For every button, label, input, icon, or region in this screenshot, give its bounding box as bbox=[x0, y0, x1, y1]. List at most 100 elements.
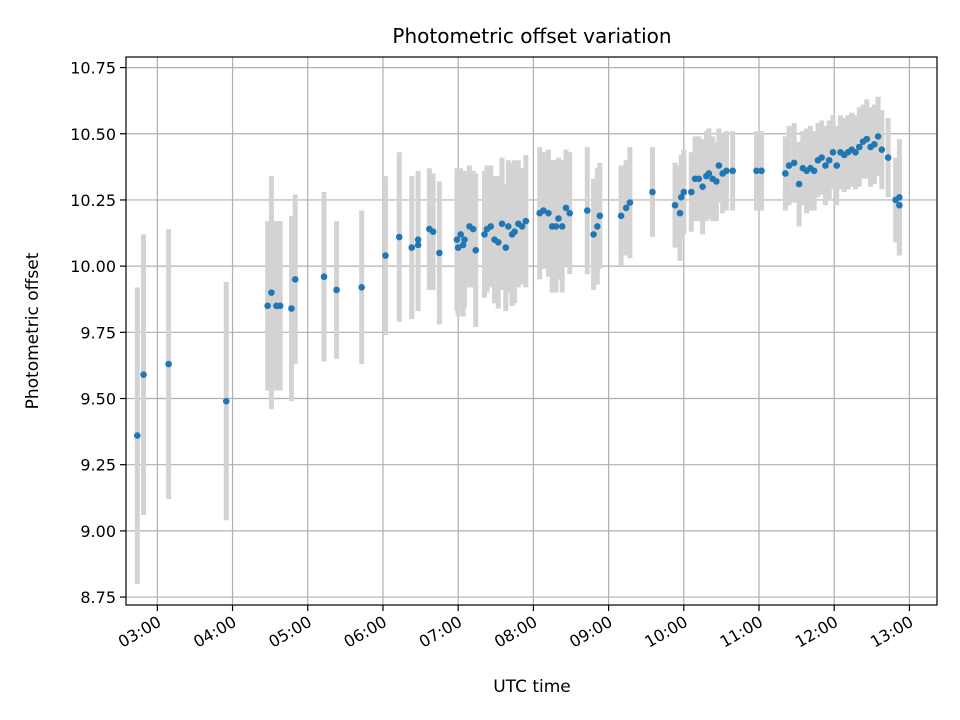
data-point bbox=[753, 167, 760, 175]
data-point bbox=[785, 162, 793, 169]
y-tick-label: 10.75 bbox=[70, 59, 116, 78]
data-point bbox=[715, 162, 723, 169]
data-point bbox=[459, 241, 467, 249]
data-point bbox=[555, 215, 562, 222]
data-point bbox=[622, 204, 630, 212]
data-point bbox=[498, 220, 506, 228]
y-axis-label: Photometric offset bbox=[23, 252, 43, 409]
data-point bbox=[671, 201, 679, 209]
data-point bbox=[276, 302, 284, 310]
data-point bbox=[583, 207, 591, 214]
data-point bbox=[268, 289, 275, 296]
data-point bbox=[829, 149, 837, 156]
data-point bbox=[140, 371, 147, 378]
y-tick-label: 9.50 bbox=[80, 390, 116, 409]
data-point bbox=[395, 233, 403, 241]
data-point bbox=[264, 302, 271, 310]
data-point bbox=[855, 143, 863, 151]
data-point bbox=[676, 209, 684, 217]
data-point bbox=[729, 167, 736, 175]
data-point bbox=[505, 223, 512, 230]
data-point bbox=[878, 146, 886, 153]
data-point bbox=[896, 201, 903, 209]
data-point bbox=[453, 236, 461, 243]
data-point bbox=[333, 286, 340, 294]
data-point bbox=[562, 204, 570, 212]
data-point bbox=[677, 194, 685, 201]
data-point bbox=[825, 156, 833, 164]
data-point bbox=[680, 188, 688, 196]
data-point bbox=[457, 231, 464, 238]
data-point bbox=[382, 252, 389, 259]
data-point bbox=[454, 244, 462, 251]
y-tick-label: 10.00 bbox=[70, 257, 116, 276]
data-point bbox=[545, 209, 552, 217]
data-point bbox=[852, 149, 859, 156]
data-point bbox=[594, 223, 601, 230]
y-tick-label: 10.25 bbox=[70, 191, 116, 210]
data-point bbox=[494, 239, 502, 246]
data-point bbox=[518, 223, 526, 230]
data-point bbox=[414, 236, 422, 243]
data-point bbox=[320, 273, 328, 281]
data-point bbox=[626, 199, 634, 206]
data-point bbox=[758, 167, 765, 175]
data-point bbox=[688, 188, 695, 196]
data-point bbox=[590, 231, 597, 238]
data-points bbox=[133, 133, 903, 439]
data-point bbox=[818, 154, 825, 161]
data-point bbox=[558, 223, 566, 230]
data-point bbox=[408, 244, 416, 251]
data-point bbox=[617, 212, 625, 220]
x-axis-label: UTC time bbox=[493, 677, 571, 697]
data-point bbox=[874, 133, 882, 140]
data-point bbox=[884, 154, 892, 161]
data-point bbox=[863, 135, 871, 143]
data-point bbox=[481, 231, 488, 238]
data-point bbox=[358, 284, 365, 291]
data-point bbox=[487, 223, 495, 230]
data-point bbox=[522, 217, 530, 225]
data-point bbox=[699, 183, 706, 191]
data-point bbox=[429, 228, 437, 236]
data-point bbox=[695, 175, 703, 183]
data-point bbox=[795, 180, 803, 188]
data-point bbox=[222, 397, 230, 405]
data-point bbox=[436, 249, 443, 257]
chart-title: Photometric offset variation bbox=[392, 24, 671, 48]
y-tick-label: 9.00 bbox=[80, 522, 116, 541]
y-tick-label: 9.25 bbox=[80, 456, 116, 475]
data-point bbox=[540, 207, 547, 214]
data-point bbox=[790, 159, 798, 167]
data-point bbox=[469, 225, 477, 233]
data-point bbox=[782, 170, 789, 177]
y-axis: 8.75 9.00 9.25 9.50 9.75 10.00 10.25 10.50 10.75 bbox=[70, 59, 126, 607]
data-point bbox=[288, 305, 295, 312]
data-point bbox=[596, 212, 604, 220]
data-point bbox=[472, 246, 480, 254]
data-point bbox=[723, 167, 730, 175]
data-point bbox=[133, 432, 141, 439]
data-point bbox=[810, 167, 818, 175]
data-point bbox=[165, 360, 172, 368]
data-point bbox=[291, 276, 299, 283]
y-tick-label: 10.50 bbox=[70, 125, 116, 144]
plot-frame bbox=[125, 56, 938, 606]
data-point bbox=[414, 241, 422, 249]
data-point bbox=[896, 194, 903, 201]
y-tick-label: 8.75 bbox=[80, 588, 116, 607]
data-point bbox=[713, 178, 720, 185]
data-point bbox=[649, 188, 656, 196]
data-point bbox=[461, 236, 468, 243]
y-tick-label: 9.75 bbox=[80, 323, 116, 342]
data-point bbox=[822, 162, 829, 169]
data-point bbox=[871, 141, 878, 148]
data-point bbox=[833, 162, 841, 169]
data-point bbox=[566, 209, 574, 217]
data-point bbox=[502, 244, 510, 251]
data-point bbox=[705, 170, 713, 177]
data-point bbox=[552, 223, 560, 230]
data-point bbox=[511, 228, 518, 236]
